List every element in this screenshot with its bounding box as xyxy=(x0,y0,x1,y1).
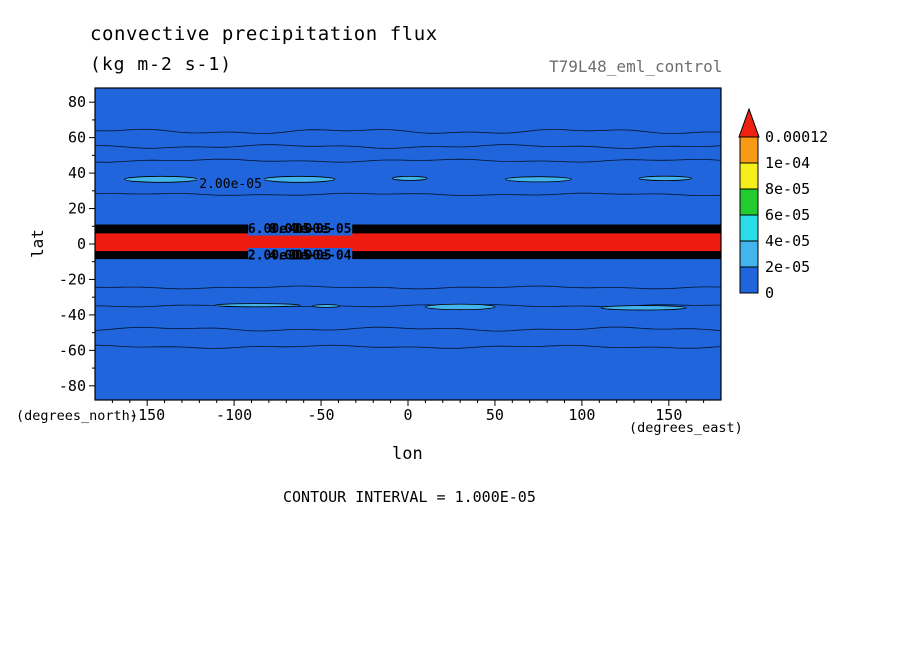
x-tick-label: 150 xyxy=(655,406,682,424)
plot-features: 2.00e-056.00e-058.00e-054.00e-052.00e-05… xyxy=(95,128,721,349)
cyan-patch xyxy=(263,175,336,183)
chart-title: convective precipitation flux xyxy=(90,23,438,45)
x-tick-label: -150 xyxy=(129,406,165,424)
colorbar-box xyxy=(739,266,759,294)
contour-label-backdrop xyxy=(248,247,353,262)
cyan-patch xyxy=(505,176,572,183)
y-tick-label: -40 xyxy=(59,306,86,324)
contour-interval-note: CONTOUR INTERVAL = 1.000E-05 xyxy=(283,488,536,506)
x-tick-label: 0 xyxy=(403,406,412,424)
cyan-patch xyxy=(311,304,341,308)
contour-label: 4.00e-05 xyxy=(289,222,352,237)
x-tick-label: -100 xyxy=(216,406,252,424)
colorbar-box xyxy=(739,188,759,216)
cyan-patch xyxy=(124,175,199,183)
contour-label: 2.00e-05 xyxy=(248,248,311,263)
colorbar-label: 6e-05 xyxy=(765,206,810,224)
x-tick-label: 100 xyxy=(568,406,595,424)
cyan-patch xyxy=(425,303,496,311)
contour-line xyxy=(95,158,721,163)
y-tick-label: -60 xyxy=(59,341,86,359)
x-tick-label: 50 xyxy=(486,406,504,424)
y-tick-label: -80 xyxy=(59,377,86,395)
colorbar-box xyxy=(739,240,759,268)
contour-line xyxy=(95,144,721,149)
contour-label-backdrop xyxy=(197,176,265,191)
x-tick-label: -50 xyxy=(308,406,335,424)
colorbar-box xyxy=(739,214,759,242)
cyan-patch xyxy=(638,175,692,181)
contour-line xyxy=(95,326,721,332)
colorbar-label: 1e-04 xyxy=(765,154,810,172)
contour-label: 6.00e-05 xyxy=(248,222,311,237)
contour-label-backdrop xyxy=(248,221,353,236)
contour-label: 1.00e-04 xyxy=(289,248,352,263)
colorbar-label: 0 xyxy=(765,284,774,302)
colorbar-label: 0.00012 xyxy=(765,128,828,146)
contour-label: 4.00e-05 xyxy=(269,248,332,263)
cyan-patch xyxy=(214,303,301,308)
contour-line xyxy=(95,128,721,134)
y-tick-label: 60 xyxy=(68,129,86,147)
colorbar-label: 8e-05 xyxy=(765,180,810,198)
y-tick-label: 20 xyxy=(68,200,86,218)
contour-label: 2.00e-05 xyxy=(199,177,262,192)
colorbar-label: 2e-05 xyxy=(765,258,810,276)
cyan-patch xyxy=(391,175,428,181)
contour-line xyxy=(95,285,721,290)
cyan-patch xyxy=(600,305,687,311)
colorbar-label: 4e-05 xyxy=(765,232,810,250)
y-tick-label: 0 xyxy=(77,235,86,253)
contour-line xyxy=(95,192,721,196)
y-tick-label: 80 xyxy=(68,93,86,111)
x-axis-units-note: (degrees_east) xyxy=(629,420,743,436)
colorbar-box xyxy=(739,162,759,190)
y-axis-title: lat xyxy=(28,229,47,258)
y-tick-label: -20 xyxy=(59,270,86,288)
contour-label: 8.00e-05 xyxy=(269,222,332,237)
y-axis-units-note: (degrees_north) xyxy=(16,408,138,424)
y-tick-label: 40 xyxy=(68,164,86,182)
chart-units-subtitle: (kg m-2 s-1) xyxy=(90,54,233,75)
equator-red-band xyxy=(95,233,721,252)
x-axis-title: lon xyxy=(392,444,423,464)
dataset-label: T79L48_eml_control xyxy=(549,57,723,76)
colorbar-box xyxy=(739,136,759,164)
contour-line xyxy=(95,344,721,349)
colorbar-overflow-triangle xyxy=(738,107,760,138)
